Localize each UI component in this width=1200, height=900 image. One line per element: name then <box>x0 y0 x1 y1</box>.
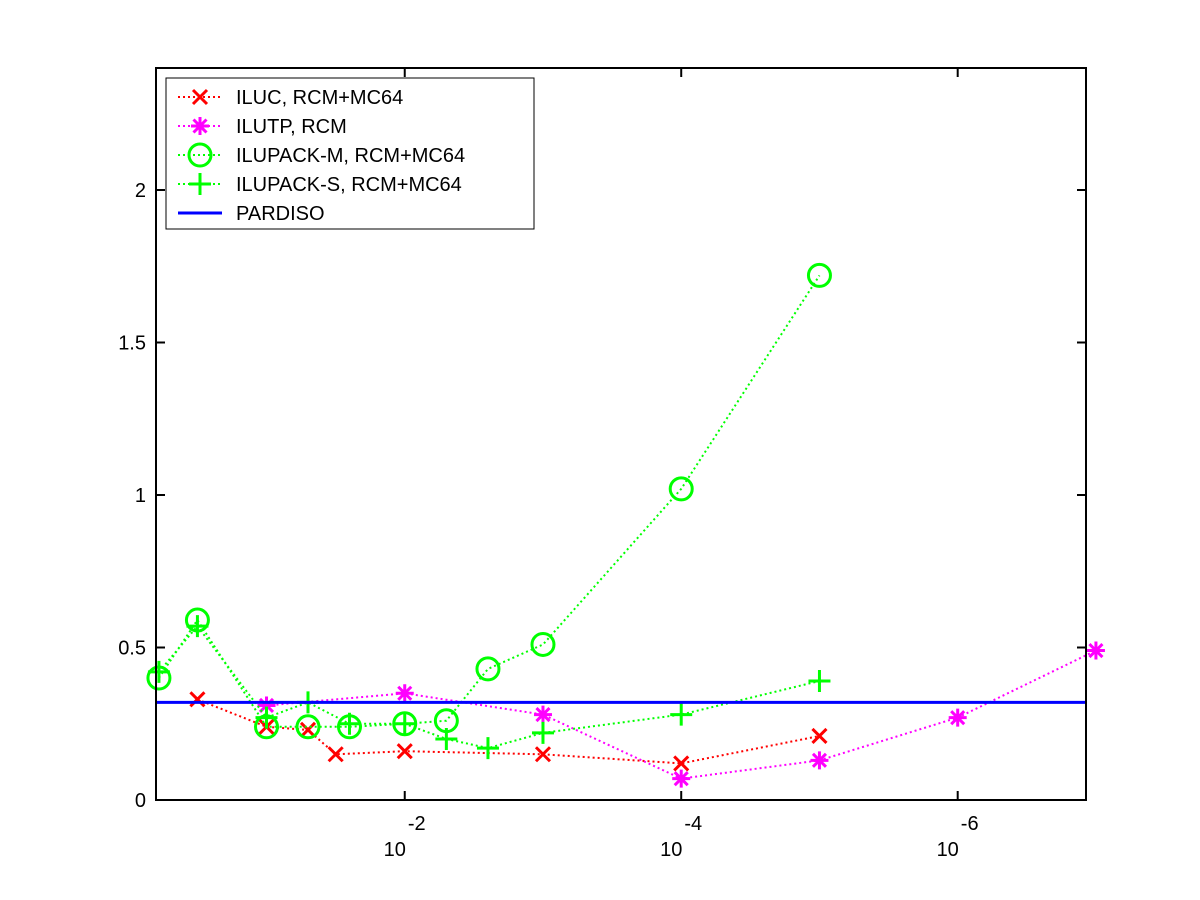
data-point-ilupack-m-rcm-mc64 <box>530 631 556 657</box>
legend-marker-ilupack-s-rcm-mc64 <box>189 173 211 195</box>
legend-entry-ilutp-rcm: ILUTP, RCM <box>178 116 347 138</box>
legend-label-ilutp-rcm: ILUTP, RCM <box>236 116 347 138</box>
legend-label-iluc-rcm-mc64: ILUC, RCM+MC64 <box>236 87 403 109</box>
marker-circle-icon <box>668 476 694 502</box>
data-point-ilutp-rcm <box>395 684 414 703</box>
data-point-ilupack-s-rcm-mc64 <box>255 706 278 729</box>
data-point-ilutp-rcm <box>257 696 276 715</box>
legend-entry-ilupack-m-rcm-mc64: ILUPACK-M, RCM+MC64 <box>178 142 465 168</box>
marker-circle-icon <box>475 656 501 682</box>
data-point-ilutp-rcm <box>672 769 691 788</box>
marker-asterisk-icon <box>191 117 209 135</box>
data-point-ilupack-s-rcm-mc64 <box>393 712 416 735</box>
marker-plus-icon <box>435 728 458 750</box>
data-point-iluc-rcm-mc64 <box>299 721 317 738</box>
x-tick-base: 10 <box>937 839 959 861</box>
legend-box <box>165 77 535 230</box>
y-tick-label: 0.5 <box>118 638 146 660</box>
marker-plus-icon <box>393 712 416 735</box>
marker-asterisk-icon <box>257 696 276 715</box>
marker-plus-icon <box>147 660 170 683</box>
marker-plus-icon <box>255 706 278 729</box>
marker-x-icon <box>299 721 317 738</box>
data-point-ilupack-s-rcm-mc64 <box>476 737 499 760</box>
legend-marker-ilupack-m-rcm-mc64 <box>187 142 213 168</box>
data-point-iluc-rcm-mc64 <box>189 691 206 708</box>
legend-entry-pardiso: PARDISO <box>178 203 325 225</box>
marker-asterisk-icon <box>1086 641 1105 660</box>
marker-plus-icon <box>808 670 831 693</box>
legend-label-pardiso: PARDISO <box>236 203 325 225</box>
data-point-ilupack-m-rcm-mc64 <box>668 476 694 502</box>
marker-plus-icon <box>531 721 554 744</box>
data-point-ilupack-s-rcm-mc64 <box>338 712 361 735</box>
marker-asterisk-icon <box>810 751 829 770</box>
data-point-ilutp-rcm <box>948 708 967 727</box>
data-point-ilupack-s-rcm-mc64 <box>531 721 554 744</box>
legend-entry-iluc-rcm-mc64: ILUC, RCM+MC64 <box>178 87 403 109</box>
data-point-ilupack-s-rcm-mc64 <box>808 670 831 693</box>
data-point-ilutp-rcm <box>810 751 829 770</box>
marker-x-icon <box>673 755 690 772</box>
marker-x-icon <box>811 727 828 745</box>
data-point-ilupack-m-rcm-mc64 <box>806 262 832 288</box>
data-point-ilupack-s-rcm-mc64 <box>670 703 693 726</box>
legend: ILUC, RCM+MC64 ILUTP, RCM ILUPACK-M, RCM+M… <box>165 77 535 230</box>
marker-circle-icon <box>806 262 832 288</box>
data-point-ilupack-s-rcm-mc64 <box>147 660 170 683</box>
series-ilutp-rcm <box>257 641 1105 788</box>
series-iluc-rcm-mc64 <box>189 691 828 772</box>
legend-label-ilupack-m-rcm-mc64: ILUPACK-M, RCM+MC64 <box>236 145 465 167</box>
x-tick-base: 10 <box>384 839 406 861</box>
y-tick-label: 1.5 <box>118 333 146 355</box>
y-tick-label: 1 <box>135 485 146 507</box>
marker-x-icon <box>189 691 206 708</box>
data-point-ilupack-m-rcm-mc64 <box>475 656 501 682</box>
legend-label-ilupack-s-rcm-mc64: ILUPACK-S, RCM+MC64 <box>236 174 462 196</box>
marker-circle-icon <box>530 631 556 657</box>
x-tick-exponent: -4 <box>684 813 702 835</box>
marker-plus-icon <box>186 615 209 638</box>
marker-plus-icon <box>476 737 499 760</box>
legend-entry-ilupack-s-rcm-mc64: ILUPACK-S, RCM+MC64 <box>178 173 462 196</box>
data-point-iluc-rcm-mc64 <box>673 755 690 772</box>
x-tick-exponent: -6 <box>961 813 979 835</box>
data-point-ilupack-s-rcm-mc64 <box>186 615 209 638</box>
data-point-ilutp-rcm <box>533 705 552 724</box>
tick-layer: 00.511.52-210-410-610 <box>118 68 1086 861</box>
marker-circle-icon <box>187 142 213 168</box>
marker-asterisk-icon <box>672 769 691 788</box>
x-tick-base: 10 <box>660 839 682 861</box>
data-point-ilupack-s-rcm-mc64 <box>435 728 458 750</box>
marker-plus-icon <box>189 173 211 195</box>
marker-circle-icon <box>295 714 321 740</box>
series-layer <box>146 262 1105 788</box>
marker-x-icon <box>396 743 413 760</box>
y-tick-label: 2 <box>135 180 146 202</box>
data-point-ilutp-rcm <box>1086 641 1105 660</box>
data-point-ilupack-m-rcm-mc64 <box>295 714 321 740</box>
marker-plus-icon <box>670 703 693 726</box>
x-tick-exponent: -2 <box>408 813 426 835</box>
data-point-iluc-rcm-mc64 <box>327 746 344 763</box>
marker-x-icon <box>191 88 209 106</box>
data-point-iluc-rcm-mc64 <box>811 727 828 745</box>
data-point-iluc-rcm-mc64 <box>396 743 413 760</box>
legend-marker-ilutp-rcm <box>191 117 209 135</box>
axes-box <box>155 67 1087 801</box>
series-ilupack-s-rcm-mc64 <box>147 615 831 760</box>
data-point-iluc-rcm-mc64 <box>534 746 552 763</box>
legend-marker-iluc-rcm-mc64 <box>191 88 209 106</box>
marker-x-icon <box>534 746 552 763</box>
marker-asterisk-icon <box>395 684 414 703</box>
marker-x-icon <box>327 746 344 763</box>
series-line-iluc-rcm-mc64 <box>197 698 820 765</box>
marker-plus-icon <box>338 712 361 735</box>
marker-asterisk-icon <box>948 708 967 727</box>
marker-asterisk-icon <box>533 705 552 724</box>
y-tick-label: 0 <box>135 790 146 812</box>
